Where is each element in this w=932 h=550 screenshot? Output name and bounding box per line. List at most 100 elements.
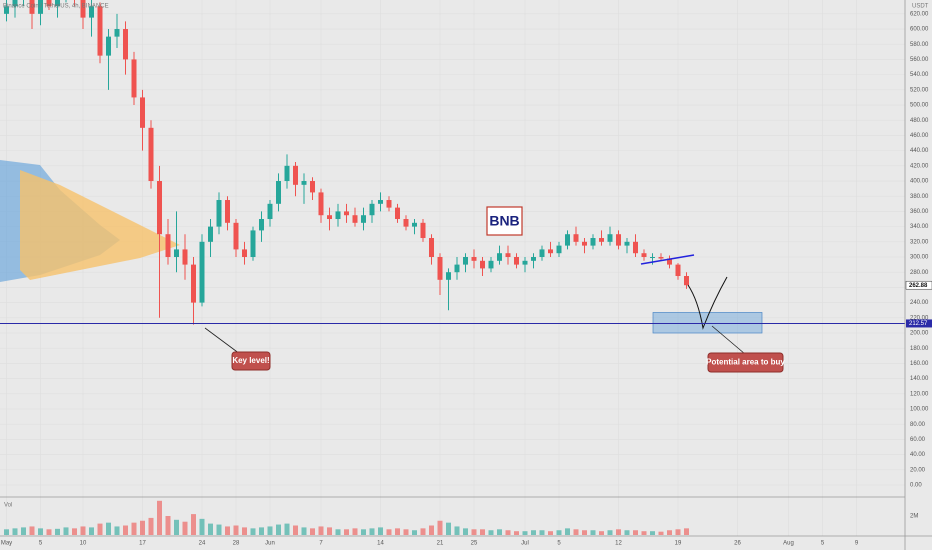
volume-bar	[565, 528, 570, 535]
volume-bar	[607, 530, 613, 535]
x-tick-label: 10	[80, 541, 87, 547]
volume-bar	[539, 530, 545, 535]
x-tick-label: 26	[734, 541, 741, 547]
candle-body	[437, 257, 443, 280]
volume-bar	[352, 528, 358, 535]
x-tick-label: 12	[615, 541, 622, 547]
candle-body	[386, 200, 392, 208]
volume-bar	[463, 528, 468, 535]
volume-bar	[140, 520, 145, 535]
volume-bar	[497, 529, 502, 535]
volume-bar	[165, 516, 171, 535]
x-tick-label: 5	[39, 541, 43, 547]
volume-bar	[114, 526, 120, 535]
volume-bar	[80, 526, 86, 535]
candle-body	[267, 203, 273, 220]
volume-bar	[471, 529, 477, 535]
volume-bar	[395, 528, 400, 535]
candle-body	[624, 241, 630, 246]
symbol-box	[486, 206, 523, 236]
candle-body	[131, 59, 137, 98]
candle-body	[675, 264, 681, 277]
volume-bar	[310, 528, 315, 535]
x-tick-label: 14	[377, 541, 384, 547]
volume-bar	[327, 527, 332, 535]
y-tick-label: 40.00	[910, 452, 926, 458]
y-tick-label: 480.00	[910, 118, 929, 124]
candle-body	[310, 181, 315, 193]
candle-body	[157, 181, 162, 235]
volume-bar	[420, 528, 426, 535]
candle-body	[403, 219, 409, 227]
candle-body	[335, 211, 341, 220]
candle-body	[38, 0, 43, 14]
volume-bar	[531, 530, 536, 535]
x-tick-label: 5	[821, 541, 825, 547]
candle-body	[590, 238, 596, 246]
volume-bar	[131, 522, 137, 535]
volume-bar	[293, 525, 298, 535]
candle-body	[174, 249, 179, 258]
volume-bar	[684, 528, 689, 535]
y-tick-label: 80.00	[910, 422, 926, 428]
candle-body	[395, 207, 400, 220]
candle-body	[182, 249, 188, 265]
candle-body	[301, 181, 307, 185]
volume-bar	[259, 527, 264, 535]
volume-bar	[658, 531, 664, 535]
candle-body	[12, 0, 18, 7]
grid	[0, 0, 905, 536]
candle-body	[480, 260, 485, 269]
volume-bar	[437, 520, 443, 535]
volume-bar	[378, 527, 383, 535]
volume-bar	[650, 531, 655, 535]
y-tick-label: 120.00	[910, 391, 929, 397]
y-tick-label: 100.00	[910, 407, 929, 413]
candle-body	[463, 257, 468, 265]
price-labels: 0.00 20.00 40.00 60.00 80.00 100.00 120.00 140.…	[1, 11, 932, 547]
y-tick-label: 300.00	[910, 255, 929, 261]
candle-body	[378, 200, 383, 204]
candle-body	[225, 200, 230, 223]
candle-body	[327, 215, 332, 220]
y-tick-label: 360.00	[910, 209, 929, 215]
candle-body	[633, 241, 638, 254]
volume-bar	[267, 526, 273, 535]
candle-body	[46, 0, 52, 7]
y-tick-label: 580.00	[910, 42, 929, 48]
y-tick-label: 620.00	[910, 11, 929, 17]
candle-body	[607, 234, 613, 242]
symbol-text: BNB	[489, 213, 519, 229]
y-tick-label: 220.00	[910, 315, 929, 321]
volume-bar	[225, 526, 230, 535]
candle-body	[522, 260, 528, 265]
trendline	[640, 254, 695, 265]
candle-body	[284, 165, 290, 182]
candle-body	[344, 211, 349, 216]
candle-body	[548, 249, 553, 254]
candle-body	[55, 0, 60, 7]
volume-bar	[641, 531, 647, 535]
candle-body	[106, 36, 111, 56]
volume-bar	[454, 526, 460, 535]
volume-bar	[369, 528, 375, 535]
chart-title: Binance Coin / TetherUS, 4h, BINANCE	[3, 4, 109, 10]
volume-bar	[675, 529, 681, 535]
volume-bar	[446, 522, 451, 535]
y-tick-label: 60.00	[910, 437, 926, 443]
x-tick-label: 19	[675, 541, 682, 547]
x-tick-label: 9	[855, 541, 859, 547]
candle-body	[4, 6, 9, 14]
volume-bar	[573, 529, 579, 535]
candle-body	[165, 234, 171, 258]
x-tick-label: 25	[471, 541, 478, 547]
x-tick-label: Aug	[783, 541, 794, 547]
volume-bar	[208, 523, 213, 535]
volume-bar	[514, 531, 519, 535]
callout-pointer	[711, 325, 746, 355]
candle-body	[641, 253, 647, 258]
volume-bar	[429, 525, 434, 535]
y-tick-label: 460.00	[910, 133, 929, 139]
